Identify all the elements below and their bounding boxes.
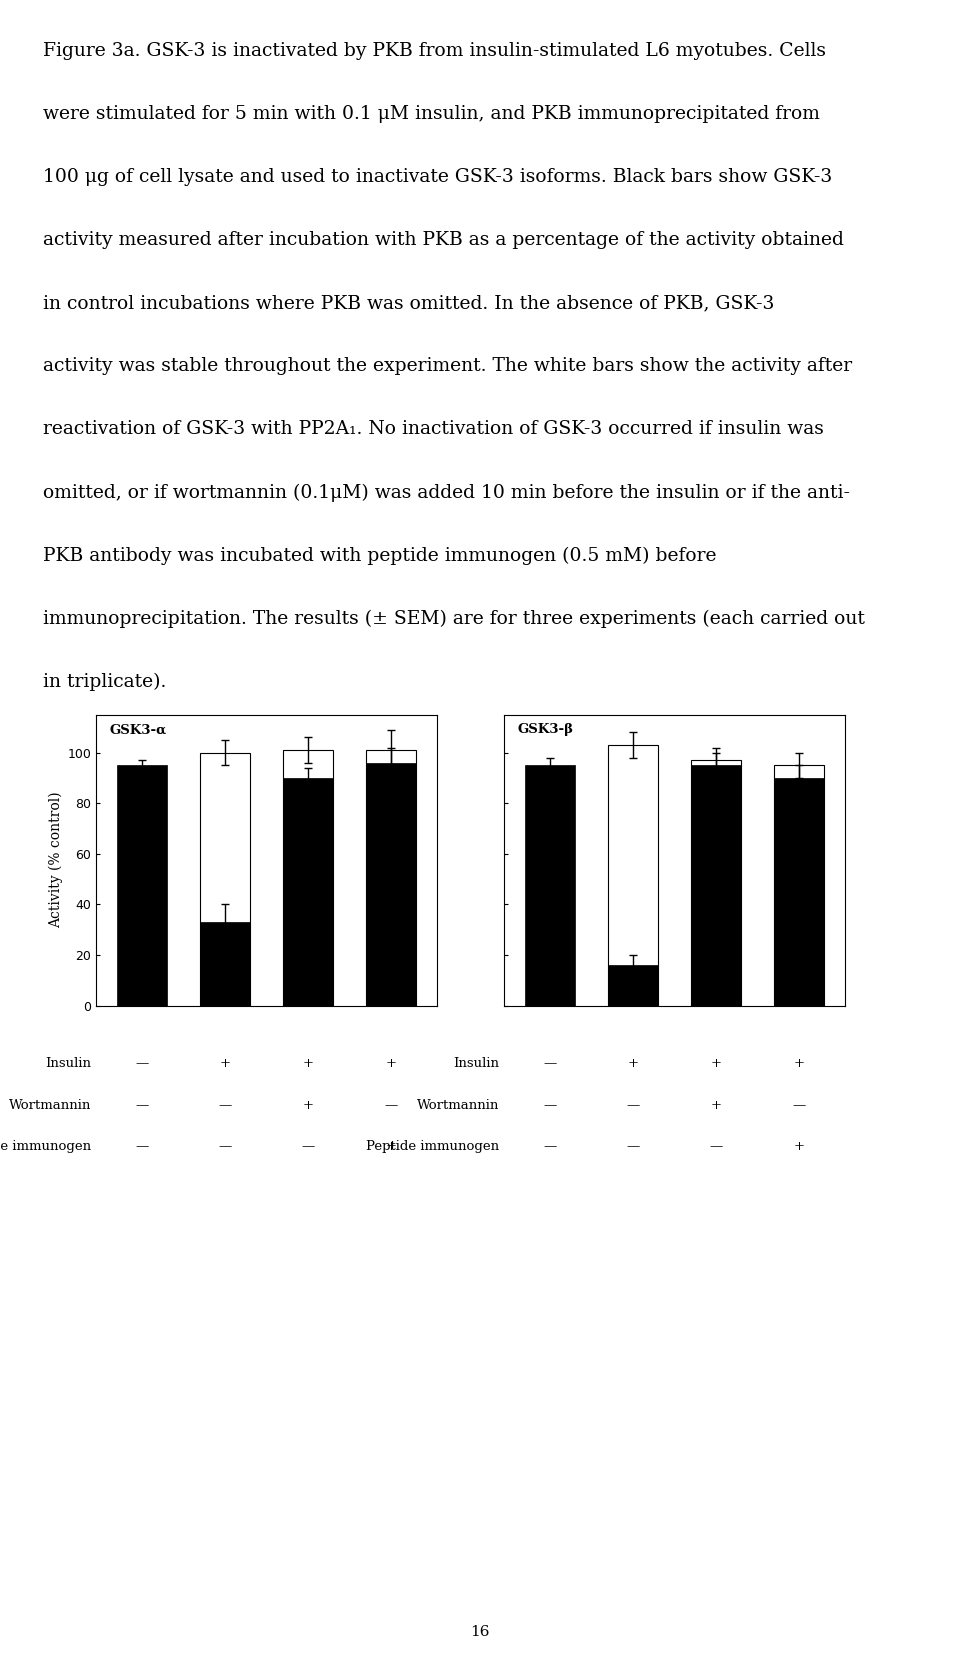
Text: GSK3-β: GSK3-β	[517, 723, 574, 736]
Text: +: +	[794, 1057, 804, 1070]
Text: +: +	[386, 1140, 396, 1153]
Text: in triplicate).: in triplicate).	[43, 673, 167, 691]
Text: —: —	[709, 1140, 723, 1153]
Text: activity measured after incubation with PKB as a percentage of the activity obta: activity measured after incubation with …	[43, 231, 844, 249]
Bar	[366, 750, 416, 1006]
Text: omitted, or if wortmannin (0.1μM) was added 10 min before the insulin or if the : omitted, or if wortmannin (0.1μM) was ad…	[43, 484, 851, 502]
Text: in control incubations where PKB was omitted. In the absence of PKB, GSK-3: in control incubations where PKB was omi…	[43, 294, 775, 312]
Text: +: +	[219, 1057, 230, 1070]
Text: +: +	[627, 1057, 638, 1070]
Text: —: —	[301, 1140, 315, 1153]
Bar	[608, 745, 658, 1006]
Y-axis label: Activity (% control): Activity (% control)	[49, 791, 63, 929]
Text: —: —	[218, 1140, 231, 1153]
Text: —: —	[626, 1099, 639, 1112]
Text: +: +	[794, 1140, 804, 1153]
Text: were stimulated for 5 min with 0.1 μM insulin, and PKB immunoprecipitated from: were stimulated for 5 min with 0.1 μM in…	[43, 105, 820, 123]
Bar	[691, 765, 741, 1006]
Text: Peptide immunogen: Peptide immunogen	[366, 1140, 499, 1153]
Text: —: —	[543, 1099, 557, 1112]
Text: —: —	[543, 1140, 557, 1153]
Text: —: —	[792, 1099, 805, 1112]
Text: PKB antibody was incubated with peptide immunogen (0.5 mM) before: PKB antibody was incubated with peptide …	[43, 547, 717, 565]
Text: +: +	[302, 1057, 314, 1070]
Text: +: +	[710, 1057, 722, 1070]
Bar	[691, 760, 741, 1006]
Text: —: —	[218, 1099, 231, 1112]
Bar	[774, 765, 824, 1006]
Text: +: +	[710, 1099, 722, 1112]
Text: Figure 3a. GSK-3 is inactivated by PKB from insulin-stimulated L6 myotubes. Cell: Figure 3a. GSK-3 is inactivated by PKB f…	[43, 42, 827, 60]
Text: reactivation of GSK-3 with PP2A₁. No inactivation of GSK-3 occurred if insulin w: reactivation of GSK-3 with PP2A₁. No ina…	[43, 420, 824, 439]
Text: —: —	[135, 1057, 149, 1070]
Text: —: —	[626, 1140, 639, 1153]
Text: Insulin: Insulin	[45, 1057, 91, 1070]
Bar	[608, 966, 658, 1006]
Bar	[283, 750, 333, 1006]
Text: +: +	[386, 1057, 396, 1070]
Text: 16: 16	[470, 1625, 490, 1639]
Bar	[366, 763, 416, 1006]
Bar	[283, 778, 333, 1006]
Text: Peptide immunogen: Peptide immunogen	[0, 1140, 91, 1153]
Text: activity was stable throughout the experiment. The white bars show the activity : activity was stable throughout the exper…	[43, 357, 852, 376]
Text: +: +	[302, 1099, 314, 1112]
Text: —: —	[384, 1099, 397, 1112]
Text: Wortmannin: Wortmannin	[9, 1099, 91, 1112]
Text: —: —	[543, 1057, 557, 1070]
Text: 100 μg of cell lysate and used to inactivate GSK-3 isoforms. Black bars show GSK: 100 μg of cell lysate and used to inacti…	[43, 168, 832, 186]
Text: immunoprecipitation. The results (± SEM) are for three experiments (each carried: immunoprecipitation. The results (± SEM)…	[43, 610, 865, 628]
Text: GSK3-α: GSK3-α	[109, 723, 167, 736]
Text: Insulin: Insulin	[453, 1057, 499, 1070]
Text: Wortmannin: Wortmannin	[417, 1099, 499, 1112]
Bar	[774, 778, 824, 1006]
Text: —: —	[135, 1140, 149, 1153]
Bar	[200, 753, 250, 1006]
Bar	[117, 765, 167, 1006]
Bar	[200, 922, 250, 1006]
Text: —: —	[135, 1099, 149, 1112]
Bar	[525, 765, 575, 1006]
